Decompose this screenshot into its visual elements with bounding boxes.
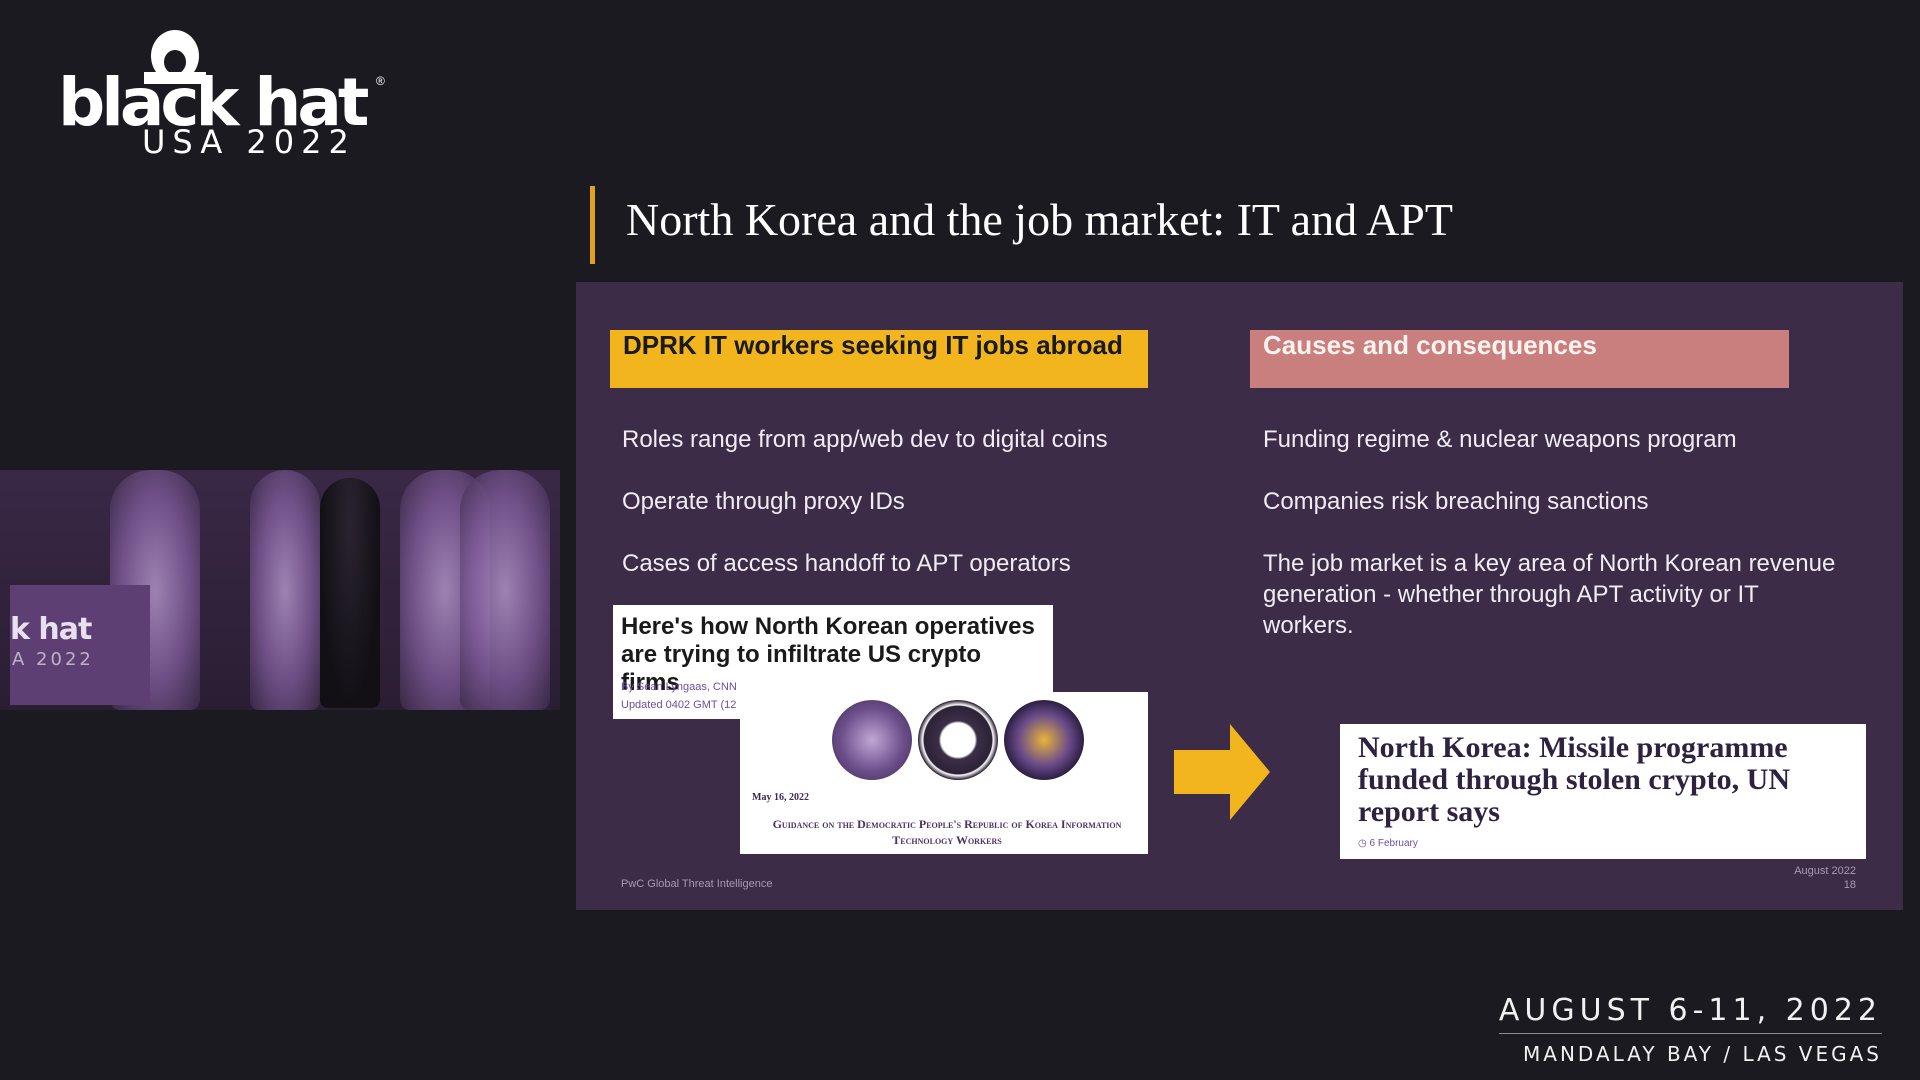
title-accent-bar (590, 186, 595, 264)
list-item: Cases of access handoff to APT operators (622, 550, 1071, 577)
event-info: AUGUST 6-11, 2022 MANDALAY BAY / LAS VEG… (1498, 993, 1882, 1066)
clipping-headline: North Korea: Missile programme funded th… (1358, 731, 1790, 828)
logo-wordmark: black hat (58, 64, 369, 141)
list-item: The job market is a key area of North Ko… (1263, 550, 1836, 639)
treasury-seal-icon (832, 700, 912, 780)
event-divider (1498, 1033, 1882, 1034)
clipping-date-text: 6 February (1369, 838, 1418, 849)
list-item: Roles range from app/web dev to digital … (622, 426, 1108, 453)
fbi-seal-icon (1004, 700, 1084, 780)
list-item: Companies risk breaching sanctions (1263, 488, 1649, 515)
slide-footer-meta: August 2022 18 (1794, 864, 1856, 892)
list-item: Funding regime & nuclear weapons program (1263, 426, 1737, 453)
logo-subtitle: USA 2022 (142, 123, 356, 161)
slide-footer-source: PwC Global Threat Intelligence (621, 878, 773, 890)
document-date: May 16, 2022 (752, 792, 809, 803)
clipping-headline: Here's how North Korean operatives are t… (621, 613, 1035, 696)
clipping-byline: By Sean Lyngaas, CNN (621, 681, 737, 693)
podium: k hat A 2022 (10, 585, 150, 705)
clipping-date: ◷ 6 February (1358, 838, 1418, 849)
left-bullet-list: Roles range from app/web dev to digital … (622, 424, 1182, 610)
cnn-news-clipping: Here's how North Korean operatives are t… (613, 605, 1053, 719)
document-title: Guidance on the Democratic People's Repu… (772, 817, 1122, 847)
clipping-updated: Updated 0402 GMT (12 (621, 699, 737, 711)
speaker-silhouette (320, 478, 380, 708)
blackhat-logo: black hat ® USA 2022 (58, 26, 388, 161)
stage-curtain (250, 470, 320, 710)
slide-page-number: 18 (1843, 879, 1856, 891)
list-item: Operate through proxy IDs (622, 488, 905, 515)
stage-curtain (460, 470, 550, 710)
event-venue: MANDALAY BAY / LAS VEGAS (1523, 1042, 1882, 1066)
state-dept-seal-icon (918, 700, 998, 780)
slide-footer-date: August 2022 (1794, 865, 1856, 877)
hat-person-icon (144, 30, 206, 84)
right-bullet-list: Funding regime & nuclear weapons program… (1263, 424, 1853, 672)
slide-title: North Korea and the job market: IT and A… (626, 194, 1453, 245)
podium-logo-sub: A 2022 (12, 649, 94, 670)
guidance-document-clipping: May 16, 2022 Guidance on the Democratic … (740, 692, 1148, 854)
registered-mark: ® (376, 74, 385, 88)
bbc-news-clipping: North Korea: Missile programme funded th… (1340, 724, 1866, 859)
stage-photo: k hat A 2022 (0, 470, 560, 710)
right-column-header: Causes and consequences (1250, 330, 1789, 388)
clock-icon: ◷ (1358, 838, 1370, 849)
left-column-header: DPRK IT workers seeking IT jobs abroad (610, 330, 1148, 388)
event-dates: AUGUST 6-11, 2022 (1498, 993, 1882, 1028)
arrow-right-icon (1174, 724, 1270, 820)
podium-logo-word: k hat (10, 612, 92, 647)
slide-panel: DPRK IT workers seeking IT jobs abroad C… (576, 282, 1903, 910)
